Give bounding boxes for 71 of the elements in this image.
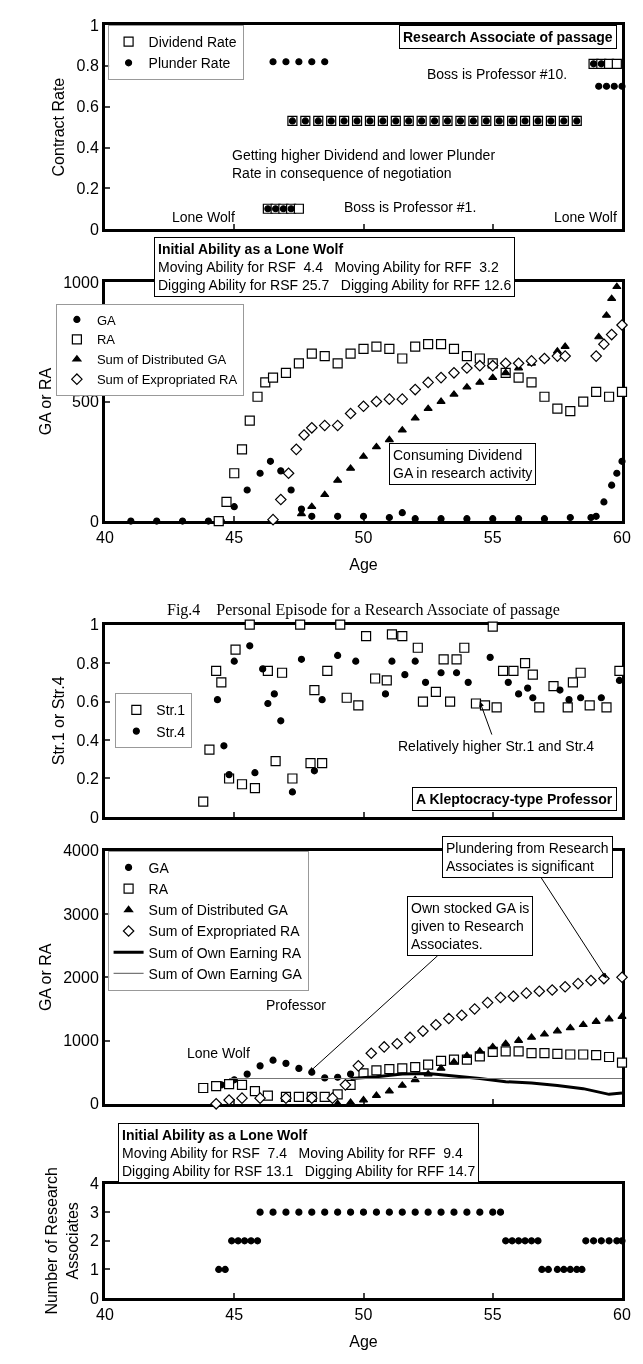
legend-label: Plunder Rate bbox=[148, 55, 231, 72]
y-tick-label: 1 bbox=[89, 16, 99, 34]
y-tick-label: 0.8 bbox=[76, 57, 99, 75]
legend-label: Str.4 bbox=[156, 723, 186, 740]
y-tick-label: 4000 bbox=[63, 842, 99, 860]
x-tick-label: 60 bbox=[613, 1306, 631, 1324]
annotation: Research Associate of passage bbox=[403, 29, 613, 45]
annotation: Boss is Professor #1. bbox=[344, 199, 477, 215]
x-tick-label: 55 bbox=[483, 1306, 502, 1324]
annotation: Lone Wolf bbox=[172, 209, 235, 225]
legend-label: GA bbox=[96, 312, 116, 328]
annotation: Lone Wolf bbox=[554, 209, 617, 225]
annotation: Consuming Dividend GA in research activity bbox=[393, 447, 533, 482]
y-tick-label: 0.4 bbox=[76, 139, 99, 157]
y-tick-label: 0.6 bbox=[76, 693, 99, 711]
y-tick-label: 0.8 bbox=[76, 654, 99, 672]
legend-label: Dividend Rate bbox=[148, 34, 237, 51]
y-axis-title: GA or RA bbox=[37, 943, 55, 1012]
annotation: Relatively higher Str.1 and Str.4 bbox=[398, 738, 595, 754]
annotation: Lone Wolf bbox=[187, 1045, 250, 1061]
annotation: Own stocked GA is given to Research Associates. bbox=[411, 900, 530, 953]
x-tick-label: 45 bbox=[225, 1306, 244, 1324]
y-tick-label: 1 bbox=[89, 1261, 99, 1279]
y-tick-label: 3000 bbox=[63, 905, 99, 923]
x-tick-label: 50 bbox=[354, 529, 373, 547]
text: Initial Ability as a Lone Wolf Moving Ability for RSF 7.4 Moving Ability for RFF 9.4 Digging Ability for RSF 13.1 Digging Ability for RFF 14.7 bbox=[122, 1127, 476, 1180]
annotation: Initial Ability as a Lone Wolf Moving Ability for RSF 4.4 Moving Ability for RFF 3.2 Digging Ability for RSF 25.7 Digging Ability for RFF 12.6 bbox=[158, 241, 512, 294]
y-tick-label: 0 bbox=[89, 1289, 99, 1307]
x-tick-label: 40 bbox=[96, 529, 114, 547]
y-tick-label: 1 bbox=[89, 616, 99, 634]
x-axis-title: Age bbox=[349, 1332, 378, 1350]
y-axis-title: GA or RA bbox=[37, 367, 55, 436]
y-tick-label: 4 bbox=[89, 1175, 99, 1193]
y-tick-label: 0.2 bbox=[76, 770, 99, 788]
y-tick-label: 3 bbox=[89, 1203, 99, 1221]
y-axis-title: Number of Research Associates bbox=[42, 1166, 81, 1315]
chart-title: Fig.4 Personal Episode for a Research Associate of passage bbox=[167, 601, 560, 619]
x-axis-title: Age bbox=[349, 555, 378, 573]
y-tick-label: 2 bbox=[89, 1232, 99, 1250]
y-tick-label: 0.6 bbox=[76, 98, 99, 116]
legend-label: Sum of Own Earning RA bbox=[148, 944, 302, 961]
legend-label: GA bbox=[148, 859, 170, 876]
legend-label: Sum of Distributed GA bbox=[96, 352, 227, 368]
annotation: Getting higher Dividend and lower Plunder Rate in consequence of negotiation bbox=[232, 147, 496, 182]
legend-label: RA bbox=[96, 332, 116, 348]
y-tick-label: 0.2 bbox=[76, 179, 99, 197]
y-axis-title: Str.1 or Str.4 bbox=[50, 676, 68, 766]
legend-label: Sum of Expropriated RA bbox=[96, 372, 238, 388]
annotation: Professor bbox=[266, 997, 327, 1013]
y-tick-label: 2000 bbox=[63, 968, 99, 986]
annotation: Plundering from Research Associates is significant bbox=[446, 840, 609, 875]
y-tick-label: 1000 bbox=[63, 1032, 99, 1050]
legend-label: Str.1 bbox=[156, 702, 186, 719]
legend-label: RA bbox=[148, 881, 169, 898]
y-tick-label: 0 bbox=[89, 512, 99, 530]
x-tick-label: 45 bbox=[225, 529, 244, 547]
y-axis-title: Contract Rate bbox=[50, 77, 68, 177]
annotation: A Kleptocracy-type Professor bbox=[416, 791, 613, 807]
y-tick-label: 1000 bbox=[63, 273, 99, 291]
annotation: Boss is Professor #10. bbox=[427, 66, 568, 82]
y-tick-label: 0 bbox=[89, 808, 99, 826]
x-tick-label: 40 bbox=[96, 1306, 114, 1324]
legend-label: Sum of Expropriated RA bbox=[148, 923, 301, 940]
y-tick-label: 0 bbox=[89, 220, 99, 238]
x-tick-label: 60 bbox=[613, 529, 631, 547]
x-tick-label: 50 bbox=[354, 1306, 373, 1324]
legend-label: Sum of Own Earning GA bbox=[148, 965, 303, 982]
x-tick-label: 55 bbox=[483, 529, 502, 547]
y-tick-label: 0 bbox=[89, 1095, 99, 1113]
legend-label: Sum of Distributed GA bbox=[148, 902, 289, 919]
y-tick-label: 0.4 bbox=[76, 731, 99, 749]
